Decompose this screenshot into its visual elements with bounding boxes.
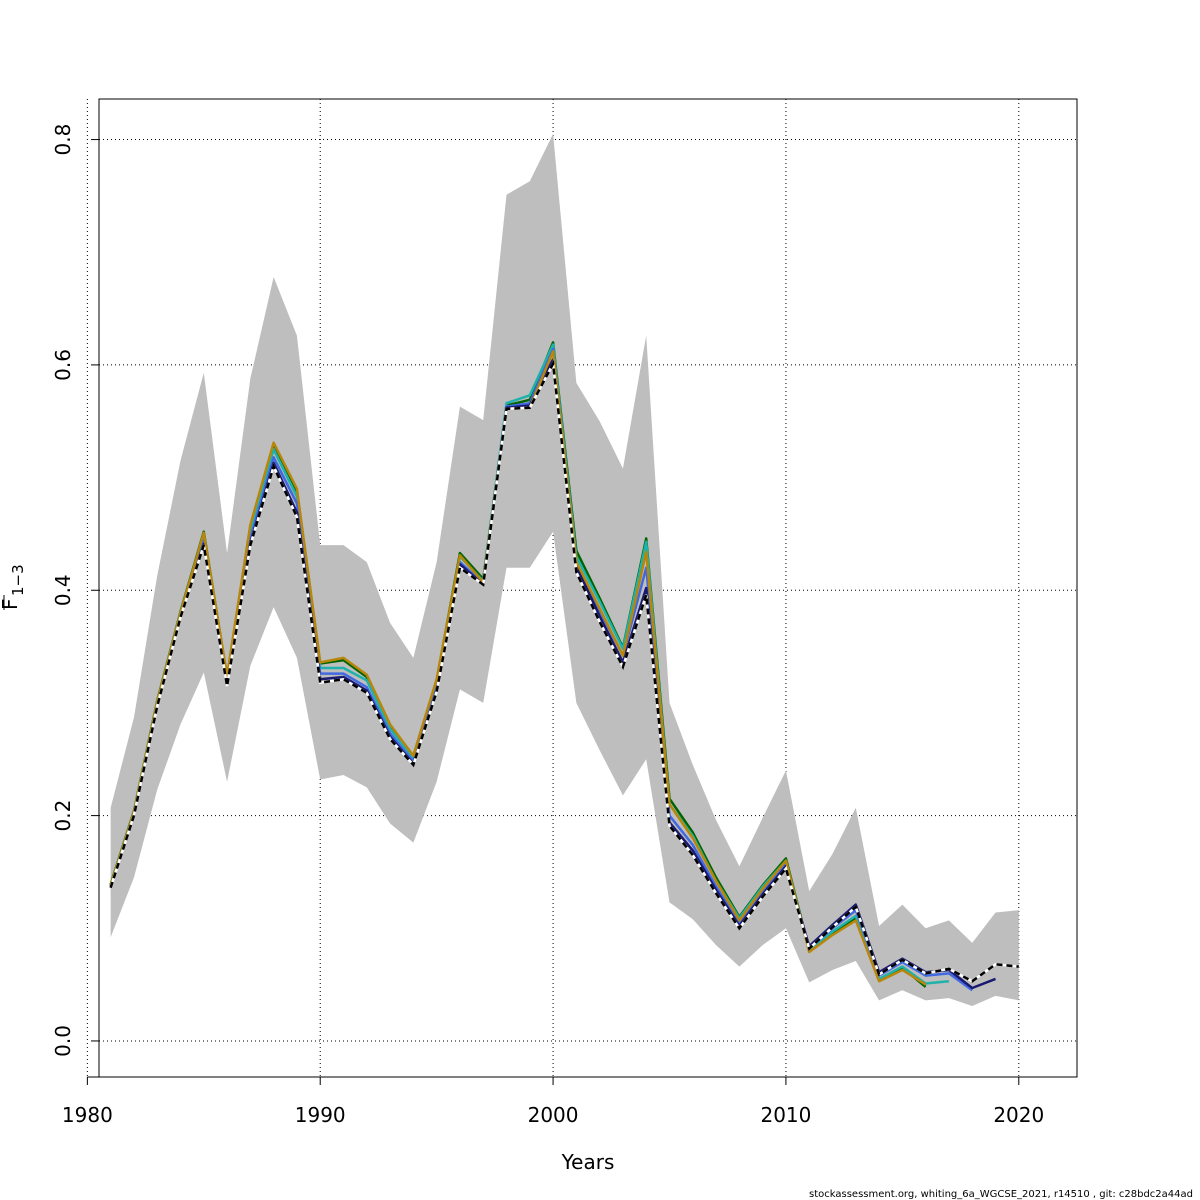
- y-axis-title-main: F: [0, 598, 22, 610]
- series-line-2021: [109, 359, 1019, 983]
- x-tick-label: 2010: [760, 1103, 811, 1127]
- y-tick-label: 0.8: [51, 124, 75, 156]
- x-axis: 1980 1990 2000 2010 2020: [62, 1076, 1044, 1127]
- footer-credit: stockassessment.org, whiting_6a_WGCSE_20…: [809, 1189, 1193, 1200]
- x-tick-label: 1980: [62, 1103, 113, 1127]
- y-tick-label: 0.0: [51, 1025, 75, 1057]
- y-tick-label: 0.2: [51, 800, 75, 832]
- y-tick-label: 0.4: [51, 574, 75, 606]
- y-axis-title: F 1−3: [0, 564, 27, 610]
- y-axis: 0.0 0.2 0.4 0.6 0.8: [51, 124, 100, 1057]
- series-layer: [109, 341, 1019, 992]
- y-tick-label: 0.6: [51, 349, 75, 381]
- confidence-band: [110, 133, 1019, 1007]
- x-axis-title: Years: [561, 1150, 615, 1174]
- x-tick-label: 1990: [295, 1103, 346, 1127]
- confidence-band-layer: [110, 133, 1019, 1007]
- x-tick-label: 2020: [993, 1103, 1044, 1127]
- y-axis-title-subscript: 1−3: [9, 564, 27, 596]
- x-tick-label: 2000: [528, 1103, 579, 1127]
